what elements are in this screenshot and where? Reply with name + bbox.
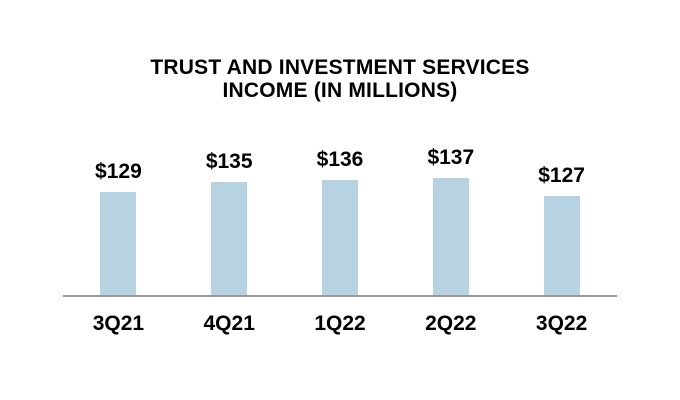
- x-axis-tick-label-2Q22: 2Q22: [425, 312, 477, 335]
- bar-4Q21: [211, 182, 248, 295]
- x-axis-tick-label-1Q22: 1Q22: [314, 312, 366, 335]
- bar-value-label-2Q22: $137: [427, 146, 475, 169]
- x-axis-tick-label-4Q21: 4Q21: [203, 312, 255, 335]
- bar-3Q21: [100, 192, 137, 295]
- x-axis-tick-label-3Q21: 3Q21: [92, 312, 145, 335]
- chart-title-line2: INCOME (IN MILLIONS): [222, 79, 458, 102]
- bar-2Q22: [432, 178, 469, 295]
- bar-value-label-4Q21: $135: [205, 150, 253, 173]
- bar-value-label-3Q22: $127: [538, 164, 585, 187]
- chart-title-line1: TRUST AND INVESTMENT SERVICES: [150, 56, 530, 79]
- chart-title: TRUST AND INVESTMENT SERVICES INCOME (IN…: [0, 56, 680, 102]
- bar-value-label-1Q22: $136: [316, 148, 364, 171]
- x-axis-line: [63, 295, 617, 297]
- bar-3Q22: [543, 196, 580, 295]
- bar-1Q22: [322, 180, 358, 295]
- x-axis-tick-label-3Q22: 3Q22: [535, 312, 588, 335]
- bar-value-label-3Q21: $129: [95, 160, 142, 183]
